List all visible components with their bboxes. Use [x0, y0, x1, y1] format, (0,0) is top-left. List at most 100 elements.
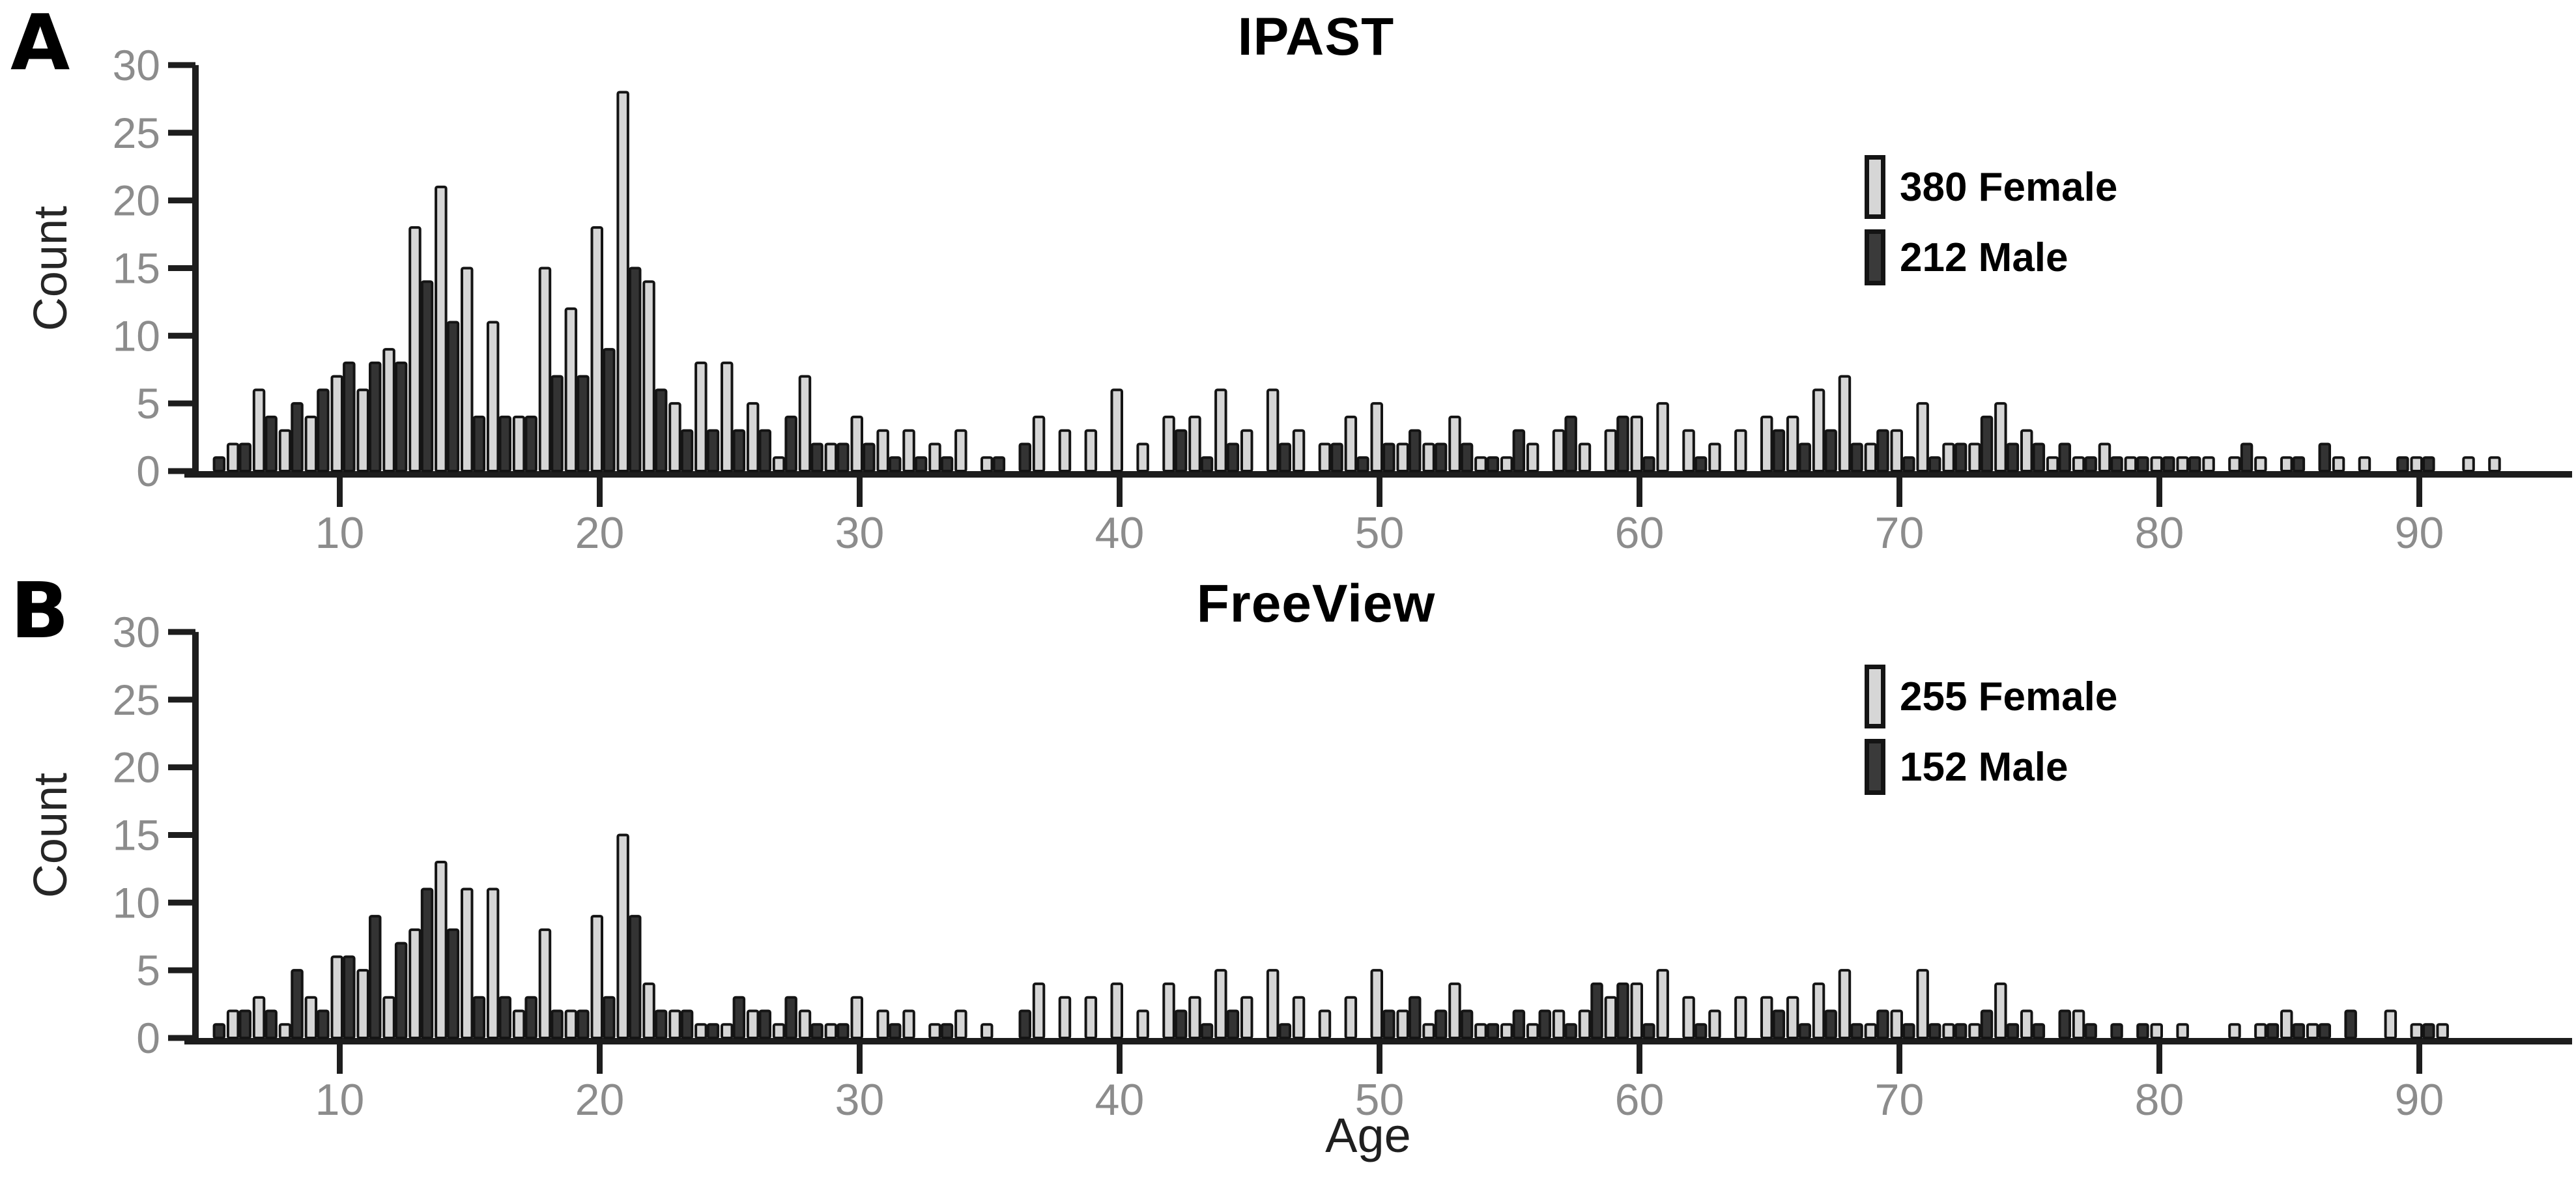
bar-female-age-78 [2098, 442, 2111, 473]
bar-male-age-54 [1486, 1023, 1500, 1039]
bar-female-age-33 [928, 1023, 941, 1039]
bar-male-age-56 [1538, 1009, 1551, 1039]
bar-male-age-9 [317, 388, 330, 473]
bar-female-age-75 [2020, 1009, 2033, 1039]
bar-female-age-66 [1786, 996, 1799, 1039]
bar-female-age-30 [850, 415, 863, 472]
bar-male-age-62 [1694, 1023, 1708, 1039]
x-axis-title: Age [1325, 1108, 1411, 1162]
bar-male-age-58 [1590, 982, 1603, 1040]
bar-female-age-61 [1656, 402, 1669, 473]
bar-female-age-57 [1552, 1009, 1566, 1039]
bar-male-age-44 [1226, 1009, 1240, 1039]
bar-female-age-60 [1630, 415, 1643, 472]
bar-female-age-43 [1188, 415, 1201, 472]
bar-female-age-11 [356, 388, 369, 473]
bar-female-age-8 [278, 1023, 292, 1039]
bar-male-age-67 [1824, 1009, 1837, 1039]
bar-male-age-85 [2292, 456, 2306, 472]
bar-female-age-91 [2436, 1023, 2449, 1039]
bar-male-age-60 [1642, 1023, 1655, 1039]
bar-male-age-26 [758, 429, 771, 473]
legend-row-male: 152 Male [1865, 739, 2117, 795]
bar-male-age-85 [2292, 1023, 2306, 1039]
bar-male-age-74 [2006, 442, 2020, 473]
bar-female-age-55 [1500, 1023, 1513, 1039]
bar-female-age-23 [668, 1009, 681, 1039]
bar-male-age-31 [889, 456, 902, 472]
bar-female-age-19 [564, 1009, 578, 1039]
bar-female-age-15 [461, 887, 474, 1040]
bar-female-age-42 [1162, 982, 1175, 1040]
bar-female-age-29 [824, 1023, 838, 1039]
bar-male-age-77 [2084, 456, 2097, 472]
bar-male-age-36 [1018, 1009, 1031, 1039]
panel-b-y-tick-label: 0 [136, 1014, 160, 1062]
panel-b-title: FreeView [1196, 574, 1436, 633]
bar-male-age-17 [524, 996, 537, 1039]
bar-male-age-73 [1980, 415, 1994, 472]
panel-a-legend: 380 Female 212 Male [1865, 155, 2117, 285]
bar-male-age-73 [1980, 1009, 1994, 1039]
bar-female-age-66 [1786, 415, 1799, 472]
bar-male-age-23 [680, 1009, 694, 1039]
bar-male-age-27 [784, 415, 797, 472]
bar-female-age-51 [1396, 1009, 1409, 1039]
bar-female-age-88 [2358, 456, 2371, 472]
panel-b-x-tick-label: 20 [575, 1075, 625, 1125]
male-legend-label: 212 Male [1900, 235, 2068, 280]
bar-male-age-15 [472, 996, 486, 1039]
panel-a-x-tick-label: 70 [1875, 508, 1925, 558]
bar-male-age-78 [2110, 456, 2123, 472]
bar-male-age-50 [1382, 1009, 1395, 1039]
bar-female-age-50 [1370, 969, 1383, 1040]
bar-male-age-42 [1174, 1009, 1188, 1039]
bar-male-age-90 [2422, 1023, 2435, 1039]
bar-female-age-8 [278, 429, 292, 473]
bar-male-age-79 [2136, 1023, 2149, 1039]
bar-male-age-30 [863, 442, 876, 473]
bar-male-age-22 [654, 1009, 668, 1039]
bar-female-age-85 [2280, 1009, 2293, 1039]
bar-female-age-60 [1630, 982, 1643, 1040]
bar-female-age-83 [2228, 1023, 2241, 1039]
bar-male-age-13 [420, 280, 434, 472]
bar-male-age-46 [1278, 1023, 1291, 1039]
bar-female-age-33 [928, 442, 941, 473]
bar-female-age-62 [1682, 429, 1695, 473]
bar-male-age-69 [1876, 429, 1889, 473]
bar-female-age-93 [2488, 456, 2501, 472]
bar-male-age-54 [1486, 456, 1500, 472]
bar-female-age-63 [1708, 1009, 1721, 1039]
bar-female-age-84 [2254, 456, 2267, 472]
panel-a-x-tick-label: 50 [1355, 508, 1405, 558]
bar-female-age-64 [1734, 996, 1747, 1039]
bar-female-age-77 [2072, 1009, 2085, 1039]
bar-male-age-50 [1382, 442, 1395, 473]
bar-male-age-23 [680, 429, 694, 473]
panel-b-y-tick-label: 5 [136, 946, 160, 994]
bar-female-age-52 [1422, 1023, 1435, 1039]
bar-male-age-71 [1928, 456, 1941, 472]
bar-male-age-66 [1798, 442, 1811, 473]
bar-female-age-54 [1474, 1023, 1487, 1039]
panel-a-x-tick-label: 30 [835, 508, 885, 558]
bar-male-age-86 [2318, 442, 2331, 473]
bar-female-age-7 [252, 388, 266, 473]
bar-female-age-72 [1942, 1023, 1955, 1039]
bar-male-age-5 [212, 456, 226, 472]
bar-female-age-73 [1968, 442, 1981, 473]
bar-female-age-22 [642, 280, 655, 472]
bar-male-age-8 [291, 402, 304, 473]
bar-female-age-14 [435, 185, 448, 472]
panel-b-y-tick-label: 15 [113, 811, 160, 859]
bar-male-age-31 [889, 1023, 902, 1039]
bar-female-age-35 [980, 1023, 994, 1039]
bar-female-age-56 [1526, 1023, 1539, 1039]
bar-female-age-41 [1136, 442, 1149, 473]
bar-male-age-52 [1434, 442, 1448, 473]
panel-a-label: A [10, 0, 70, 87]
bar-female-age-40 [1110, 388, 1123, 473]
